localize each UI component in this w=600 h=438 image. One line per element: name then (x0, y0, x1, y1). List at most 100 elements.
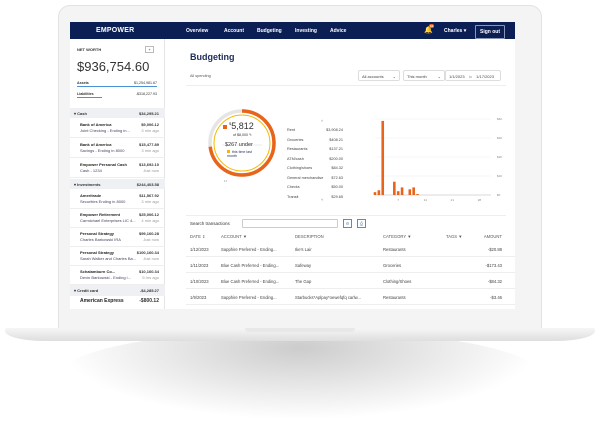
spending-filter[interactable]: All spending (190, 74, 211, 78)
nav-investing[interactable]: Investing (295, 28, 317, 34)
bar (373, 192, 377, 195)
account-row[interactable]: Personal Strategy Sarah Walker and Charle… (70, 246, 165, 266)
accounts-select[interactable]: All accounts ⌄ (358, 70, 400, 81)
category-scroll-down[interactable]: ˅ (321, 197, 324, 202)
x-tick-label: 28 (478, 198, 482, 202)
col-description[interactable]: DESCRIPTION (295, 234, 324, 239)
compare-label: this time last month (227, 150, 261, 158)
category-row[interactable]: Checks $50.00 (287, 185, 343, 189)
category-name: Groceries (287, 137, 304, 142)
logo[interactable]: EMPOWER (96, 27, 135, 34)
category-row[interactable]: General merchandise $72.63 (287, 176, 343, 180)
tx-description: The Gap (295, 279, 312, 284)
search-input[interactable] (242, 219, 338, 228)
filter-icon[interactable]: ▼ (458, 234, 463, 239)
group-investments[interactable]: ▾ Investments $244,403.58 (70, 179, 165, 189)
account-value: $15,477.89 (138, 142, 159, 147)
account-sub: Carmichael Enterprises LIC 4... (80, 218, 136, 223)
group-total: -$4,285.27 (139, 288, 159, 293)
category-row[interactable]: ATM/cash $200.00 (287, 157, 343, 161)
group-name: Cash (77, 111, 87, 116)
transaction-row[interactable]: 1/8/2023 Sapphire Preferred - Ending... … (186, 305, 515, 309)
tx-account: Sapphire Preferred - Ending... (221, 247, 277, 252)
sign-out-button[interactable]: Sign out (475, 25, 505, 39)
account-name: Schalamburn Co... (80, 269, 116, 274)
group-credit-card[interactable]: ▾ Credit card -$4,285.27 (70, 285, 165, 296)
category-name: Restaurants (287, 147, 308, 151)
edit-icon[interactable]: ✎ (249, 133, 253, 137)
filter-icon[interactable]: ▼ (407, 234, 412, 239)
category-row[interactable]: Groceries $408.21 (287, 138, 343, 142)
tx-amount: -$20.88 (487, 247, 502, 252)
category-row[interactable]: Restaurants $137.21 (287, 147, 343, 151)
add-account-button[interactable]: + (145, 46, 154, 53)
account-row[interactable]: Ameritrade Securities Ending in 8000 $11,5… (70, 189, 165, 209)
y-tick-label: $4K (497, 117, 502, 121)
transaction-row[interactable]: 1/12/2023 Sapphire Preferred - Ending...… (186, 241, 515, 257)
account-value: -$800.12 (139, 298, 159, 304)
col-tags[interactable]: TAGS ▼ (446, 234, 462, 239)
account-row[interactable]: Bank of America Savings - Ending in 8000 $… (70, 138, 165, 158)
account-sub: Charles Barkowski IRA (80, 237, 121, 242)
category-name: Transit (287, 194, 299, 199)
col-date[interactable]: DATE ⇕ (190, 234, 206, 239)
laptop-notch (245, 328, 355, 332)
nav-overview[interactable]: Overview (186, 28, 209, 34)
currency: $ (229, 121, 232, 126)
account-sub: Joint Checking - Ending in... (80, 128, 130, 133)
tx-category: Restaurants (383, 247, 406, 252)
main: Budgeting All spending All accounts ⌄ Thi… (166, 39, 515, 309)
col-label: TAGS (446, 234, 458, 239)
nav-advice[interactable]: Advice (330, 28, 347, 34)
account-row[interactable]: Empower Retirement Carmichael Enterprises… (70, 208, 165, 228)
user-menu[interactable]: Charles ▾ (444, 28, 467, 34)
transaction-row[interactable]: 1/10/2023 Blue Cash Preferred - Ending..… (186, 273, 515, 289)
assets-bar (77, 86, 157, 87)
transaction-row[interactable]: 1/11/2023 Blue Cash Preferred - Ending..… (186, 257, 515, 273)
liabilities-label: Liabilities (77, 92, 94, 96)
group-cash[interactable]: ▾ Cash $34,295.21 (70, 108, 165, 118)
print-button[interactable]: ⎙ (357, 219, 366, 228)
budget-amount[interactable]: of $8,000 ✎ (233, 133, 252, 137)
tx-amount: -$3.46 (490, 295, 502, 300)
spent-value: 5,812 (231, 121, 254, 131)
laptop-base (5, 328, 595, 341)
category-row[interactable]: Rent $3,908.24 (287, 128, 343, 132)
category-amount: $200.00 (329, 156, 343, 161)
col-amount[interactable]: AMOUNT (483, 234, 502, 239)
period-select[interactable]: This month ⌄ (403, 70, 445, 81)
account-sub: Sarah Walker and Charles Ba... (80, 256, 137, 261)
col-account[interactable]: ACCOUNT ▼ (221, 234, 247, 239)
account-value: $25,006.12 (138, 212, 159, 217)
account-row[interactable]: Schalamburn Co... Devin Barkowski - Endin… (70, 265, 165, 285)
account-time: 5 hrs ago (142, 275, 159, 280)
account-value: $9,006.12 (141, 122, 159, 127)
account-row[interactable]: Personal Strategy Charles Barkowski IRA $9… (70, 227, 165, 247)
bell-icon[interactable]: 🔔 (424, 27, 433, 34)
category-row[interactable]: Clothing/shoes $84.32 (287, 166, 343, 170)
category-row[interactable]: Transit $29.65 (287, 195, 343, 199)
col-label: CATEGORY (383, 234, 407, 239)
assets-value: $1,254,981.67 (134, 81, 157, 85)
category-scroll-up[interactable]: ˄ (321, 118, 324, 123)
y-tick-label: $3K (497, 136, 502, 140)
nav-budgeting[interactable]: Budgeting (257, 28, 282, 34)
settings-button[interactable]: ⚙ (343, 219, 352, 228)
date-range[interactable]: 1/1/2023 to 1/17/2023 (445, 70, 501, 81)
transactions-table: 1/12/2023 Sapphire Preferred - Ending...… (186, 241, 515, 309)
liabilities-bar (77, 97, 102, 98)
account-name: American Express (80, 298, 124, 304)
date-to[interactable]: 1/17/2023 (476, 74, 494, 79)
search-label: Search transactions (190, 221, 230, 226)
account-row[interactable]: Bank of America Joint Checking - Ending i… (70, 118, 165, 138)
account-row[interactable]: American Express -$800.12 (70, 296, 165, 306)
nav-account[interactable]: Account (224, 28, 244, 34)
bar (396, 191, 400, 195)
x-tick-label: 7 (397, 198, 399, 202)
filter-icon[interactable]: ▼ (242, 234, 247, 239)
date-from[interactable]: 1/1/2023 (449, 74, 465, 79)
col-category[interactable]: CATEGORY ▼ (383, 234, 411, 239)
account-row[interactable]: Empower Personal Cash Cash - 1234 $13,692.… (70, 158, 165, 178)
tx-account: Sapphire Preferred - Ending... (221, 295, 277, 300)
transaction-row[interactable]: 1/9/2023 Sapphire Preferred - Ending... … (186, 289, 515, 305)
